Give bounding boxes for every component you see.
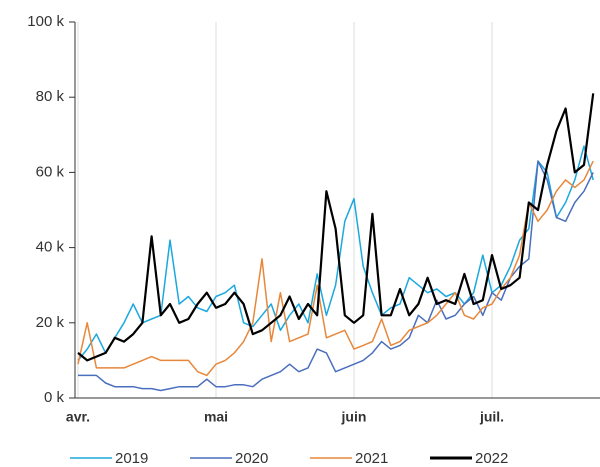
x-tick-label: juil. [479,409,504,425]
x-tick-label: avr. [66,409,90,425]
y-tick-label: 60 k [36,163,65,180]
series-line [78,160,594,392]
x-tick-label: mai [204,409,228,425]
y-tick-label: 20 k [36,314,65,331]
legend-label: 2021 [355,450,388,467]
series-line [77,93,595,362]
legend-label: 2022 [475,450,508,467]
x-tick-label: juin [341,409,367,425]
y-tick-label: 100 k [27,13,64,30]
y-tick-label: 80 k [36,88,65,105]
legend-label: 2020 [235,450,268,467]
legend-label: 2019 [115,450,148,467]
series-line [77,160,594,377]
y-tick-label: 40 k [36,239,65,256]
series-line [77,145,594,361]
y-tick-label: 0 k [44,389,65,406]
